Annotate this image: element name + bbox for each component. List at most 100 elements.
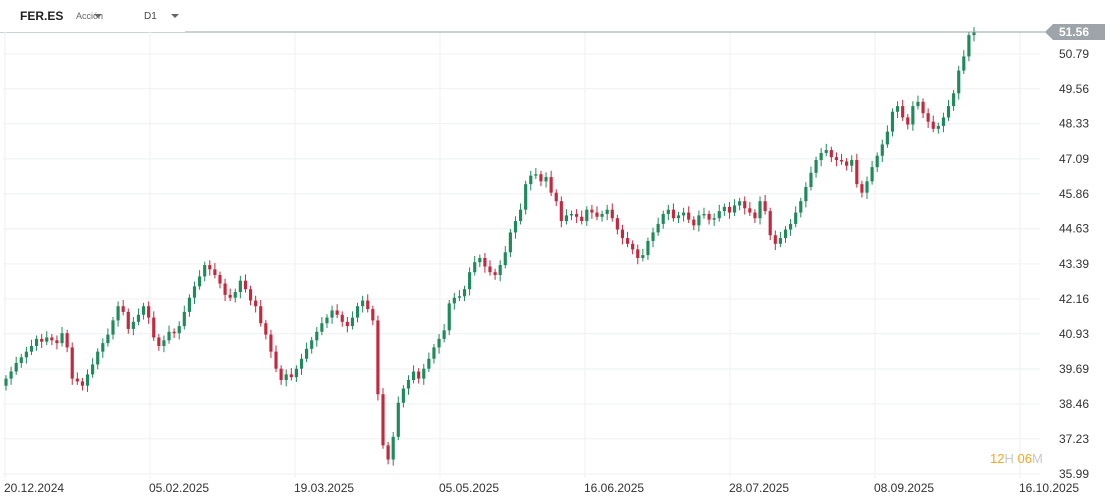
candle-body [778,238,782,244]
chevron-down-icon[interactable] [94,0,102,32]
candle [223,278,227,302]
candle [254,295,258,313]
candle [610,203,614,222]
candle [636,244,640,265]
candle [671,203,675,222]
candle [243,274,248,293]
candle [411,365,416,384]
candle [722,203,726,216]
candle-body [641,255,645,258]
candle [386,441,390,465]
candle-body [926,113,930,122]
candle-body [116,306,120,321]
candle-body [442,330,446,339]
candle [834,152,839,167]
price-tick-label: 48.33 [1059,117,1089,131]
candle-body [794,212,798,224]
candle-body [590,209,594,213]
candle [437,334,441,354]
candle-body [732,205,737,213]
candle-body [386,445,390,460]
candle [182,305,186,330]
timeframe-selector[interactable]: D1 [144,10,157,22]
candle-body [911,106,915,125]
candle [45,331,49,346]
candle-body [126,311,130,329]
candle-body [452,297,456,304]
candle [743,196,747,215]
candle-body [508,232,512,253]
candle [269,329,273,358]
candle-body [340,314,344,322]
candle-body [850,160,854,166]
candle-body [228,294,232,298]
candle [361,295,365,313]
candle [34,335,39,351]
candle [559,196,563,228]
candle [228,288,232,302]
price-axis: 50.79 49.56 48.33 47.09 45.86 44.63 43.39 42.16… [1059,47,1089,481]
candle-body [549,177,553,193]
candle-body [727,206,732,213]
candle [901,99,905,121]
chevron-down-icon[interactable] [171,0,179,32]
candle-body [631,243,635,250]
candle-body [223,283,227,295]
candle-body [743,201,747,209]
candle [839,153,844,165]
candle-body [50,337,54,341]
symbol-selector[interactable]: FER.ES [20,9,64,23]
candle-series [4,27,976,466]
candle-body [600,213,604,217]
candle-body [717,211,721,219]
candle-body [952,93,956,107]
candle [865,176,869,199]
candle [814,156,818,178]
candle-body [580,216,584,222]
candle-body [121,306,125,312]
candle [126,308,130,334]
candle [676,211,681,224]
price-tick-label: 37.23 [1059,432,1089,446]
candle [768,207,772,241]
candle-body [422,368,426,379]
candle [890,108,895,137]
price-tick-label: 47.09 [1059,152,1089,166]
candle-body [187,297,191,312]
candle [310,336,314,354]
candle [885,125,889,148]
candle [911,101,915,131]
candle [564,209,569,225]
price-tick-label: 39.69 [1059,362,1089,376]
candle-body [289,374,293,378]
candle [957,65,961,100]
candle [620,224,625,245]
candle-body [666,209,670,214]
candle-body [895,106,900,112]
candle [682,207,686,222]
candle-body [839,160,844,162]
candle [345,317,349,333]
candle [147,301,151,324]
candle [625,231,630,248]
current-price-line: 51.56 [185,24,1105,40]
candle-body [692,219,696,226]
candle-body [534,174,538,176]
candle [569,210,574,221]
candle [131,317,135,336]
candle-body [483,257,487,267]
candle-body [559,201,563,222]
price-tick-label: 40.93 [1059,327,1089,341]
candle [748,202,752,216]
candle-body [157,337,161,346]
candle [666,204,670,221]
candle-body [305,348,309,359]
candle [605,204,609,221]
candle-body [773,235,777,244]
candle-body [524,184,528,210]
candle [213,263,217,279]
candle-body [162,340,166,346]
candle-body [503,252,507,266]
candle [396,396,400,441]
